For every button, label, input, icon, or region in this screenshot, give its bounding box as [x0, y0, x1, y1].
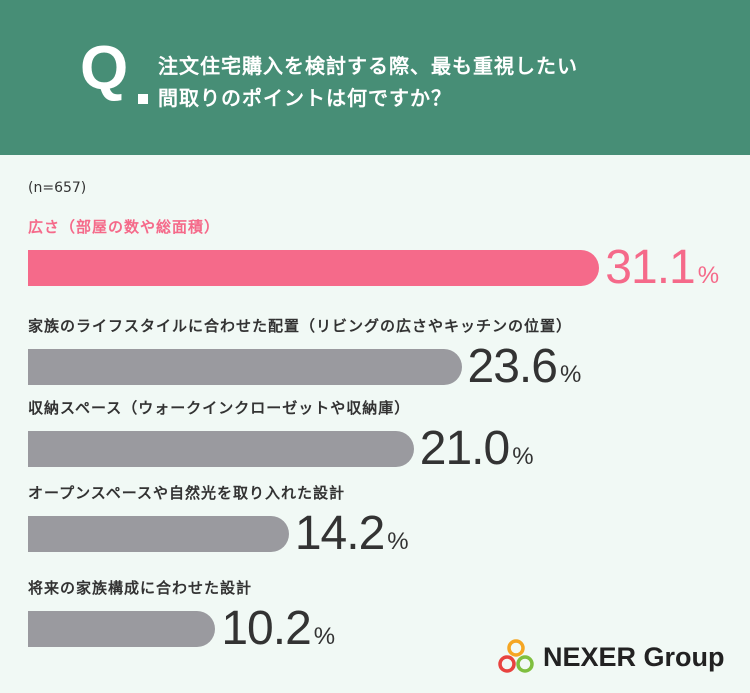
nexer-logo: NEXER Group: [497, 637, 725, 677]
value-number: 31.1: [605, 241, 695, 294]
value-label: 10.2%: [221, 605, 335, 653]
bar: [28, 516, 289, 552]
category-label: オープンスペースや自然光を取り入れた設計: [28, 484, 346, 502]
value-unit: %: [559, 361, 582, 388]
value-number: 21.0: [419, 422, 510, 475]
question-header: Q 注文住宅購入を検討する際、最も重視したい 間取りのポイントは何ですか？: [0, 0, 750, 155]
bar: [28, 250, 600, 286]
nexer-rings-icon: [498, 639, 534, 673]
value-label: 31.1%: [605, 244, 719, 292]
value-unit: %: [512, 443, 534, 470]
value-number: 14.2: [294, 507, 385, 560]
value-label: 23.6%: [468, 343, 582, 391]
sample-size: (n=657): [28, 180, 87, 196]
question-line-1: 注文住宅購入を検討する際、最も重視したい: [158, 54, 578, 78]
value-label: 14.2%: [295, 510, 409, 558]
question-text: 注文住宅購入を検討する際、最も重視したい 間取りのポイントは何ですか？: [158, 50, 718, 114]
question-line-2: 間取りのポイントは何ですか？: [158, 86, 452, 110]
value-unit: %: [387, 528, 409, 555]
value-label: 21.0%: [420, 425, 534, 473]
bar: [28, 431, 414, 467]
value-number: 10.2: [221, 602, 311, 655]
value-unit: %: [313, 623, 336, 650]
q-letter: Q: [80, 34, 129, 103]
bar: [28, 611, 216, 647]
value-unit: %: [697, 262, 720, 289]
category-label: 収納スペース（ウォークインクローゼットや収納庫）: [28, 399, 411, 417]
logo-text: NEXER Group: [543, 641, 725, 672]
category-label: 家族のライフスタイルに合わせた配置（リビングの広さやキッチンの位置）: [28, 317, 573, 335]
category-label: 将来の家族構成に合わせた設計: [28, 579, 253, 597]
bar: [28, 349, 462, 385]
category-label: 広さ（部屋の数や総面積）: [28, 218, 221, 236]
q-dot: [138, 94, 148, 104]
value-number: 23.6: [467, 340, 558, 393]
